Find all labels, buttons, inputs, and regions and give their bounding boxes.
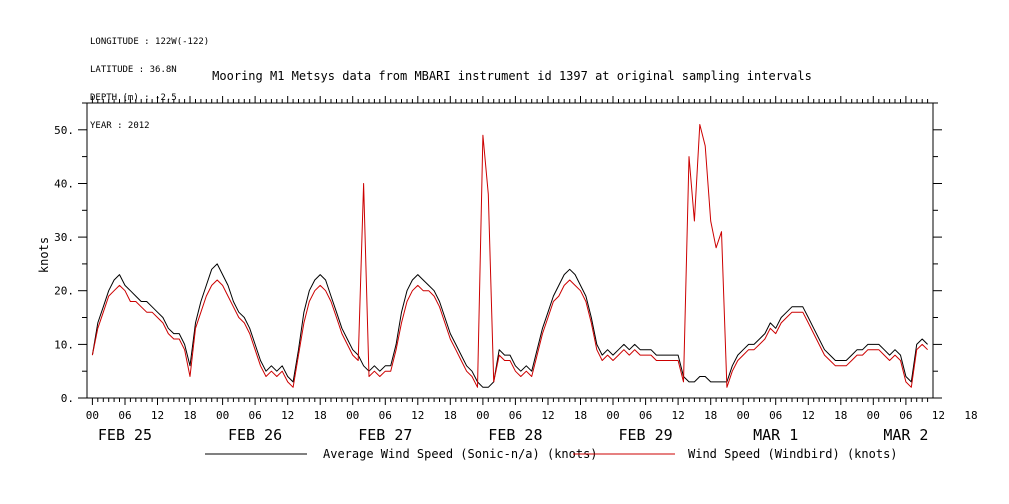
x-tick-label: 12 (151, 409, 164, 422)
legend-avg-label: Average Wind Speed (Sonic-n/a) (knots) (323, 447, 598, 461)
depth-text: DEPTH (m) : -2.5 (90, 93, 177, 104)
x-tick-label: 00 (86, 409, 99, 422)
x-tick-label: 12 (802, 409, 815, 422)
x-tick-label: 18 (444, 409, 457, 422)
day-label: MAR 1 (753, 426, 798, 444)
x-tick-label: 06 (769, 409, 782, 422)
year-text: YEAR : 2012 (90, 121, 150, 132)
day-label: FEB 29 (619, 426, 673, 444)
x-tick-label: 06 (509, 409, 522, 422)
x-tick-labels: 00 06 12 18 00 06 12 18 00 06 12 18 00 06 12 18 00 06 12 18… (86, 409, 978, 422)
metadata-block: LONGITUDE : 122W(-122) LATITUDE : 36.8N … (90, 19, 209, 141)
y-tick-label: 30. (54, 231, 74, 244)
plot-border (86, 102, 934, 399)
x-tick-label: 12 (932, 409, 945, 422)
latitude-text: LATITUDE : 36.8N (90, 65, 177, 76)
x-tick-label: 06 (248, 409, 261, 422)
legend: Average Wind Speed (Sonic-n/a) (knots) W… (205, 447, 898, 461)
x-tick-label: 12 (411, 409, 424, 422)
x-tick-label: 00 (476, 409, 489, 422)
x-tick-label: 18 (704, 409, 717, 422)
x-tick-label: 00 (867, 409, 880, 422)
x-tick-label: 12 (281, 409, 294, 422)
y-tick-labels: 0. 10. 20. 30. 40. 50. (54, 124, 74, 405)
series-windbird-wind-speed (91, 124, 928, 388)
x-tick-label: 12 (671, 409, 684, 422)
x-tick-label: 00 (346, 409, 359, 422)
x-tick-label: 00 (216, 409, 229, 422)
day-label: FEB 28 (488, 426, 542, 444)
y-tick-label: 40. (54, 178, 74, 191)
x-tick-label: 06 (118, 409, 131, 422)
y-tick-label: 20. (54, 285, 74, 298)
longitude-text: LONGITUDE : 122W(-122) (90, 36, 210, 47)
day-label: FEB 26 (228, 426, 282, 444)
y-tick-label: 10. (54, 338, 74, 351)
x-tick-label: 06 (899, 409, 912, 422)
y-tick-label: 0. (61, 392, 74, 405)
x-tick-label: 18 (314, 409, 327, 422)
x-tick-label: 18 (964, 409, 977, 422)
x-tick-label: 18 (183, 409, 196, 422)
x-tick-label: 18 (834, 409, 847, 422)
y-axis-label: knots (37, 237, 51, 273)
x-tick-label: 18 (574, 409, 587, 422)
series-avg-wind-speed (91, 263, 928, 388)
x-tick-label: 06 (639, 409, 652, 422)
day-labels: FEB 25 FEB 26 FEB 27 FEB 28 FEB 29 MAR 1 MAR 2 (98, 426, 929, 444)
y-tick-label: 50. (54, 124, 74, 137)
legend-windbird-label: Wind Speed (Windbird) (knots) (688, 447, 898, 461)
day-label: FEB 25 (98, 426, 152, 444)
day-label: FEB 27 (358, 426, 412, 444)
plot-frame (86, 102, 934, 399)
x-tick-label: 12 (541, 409, 554, 422)
day-label: MAR 2 (883, 426, 928, 444)
axis-ticks (78, 96, 942, 405)
series-layer (91, 124, 928, 388)
x-tick-label: 06 (379, 409, 392, 422)
x-tick-label: 00 (606, 409, 619, 422)
x-tick-label: 00 (737, 409, 750, 422)
chart-title: Mooring M1 Metsys data from MBARI instru… (212, 69, 812, 83)
